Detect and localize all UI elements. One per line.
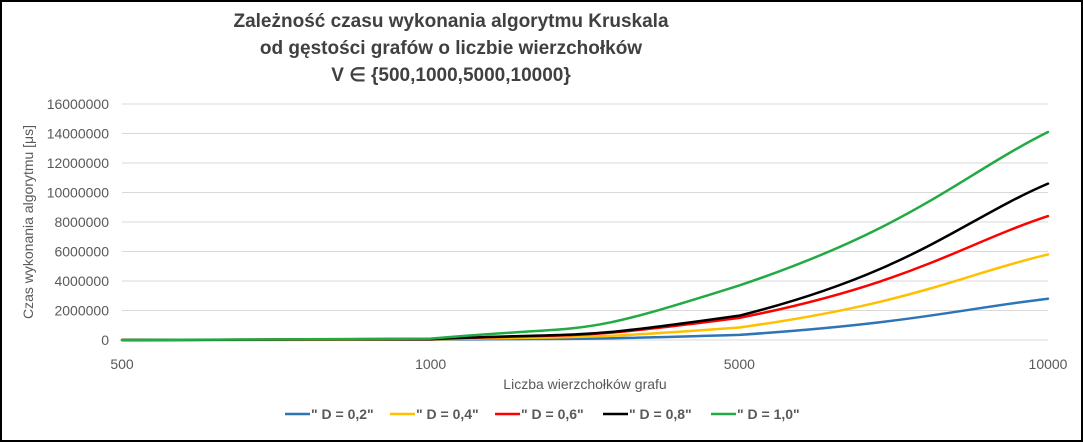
y-tick-label: 4000000 (54, 273, 109, 289)
legend-label-2: " D = 0,6" (521, 406, 584, 422)
legend-label-3: " D = 0,8" (629, 406, 692, 422)
gridlines (122, 103, 1048, 341)
series-lines (120, 130, 1050, 342)
y-tick-label: 10000000 (47, 185, 110, 201)
x-tick-label: 500 (110, 356, 134, 372)
x-tick-label: 10000 (1029, 356, 1068, 372)
legend: " D = 0,2" " D = 0,4" " D = 0,6" " D = 0,8"… (285, 406, 800, 422)
x-axis-label: Liczba wierzchołków grafu (503, 376, 666, 392)
y-tick-label: 12000000 (47, 155, 110, 171)
legend-label-1: " D = 0,4" (416, 406, 479, 422)
chart-title-line-1: Zależność czasu wykonania algorytmu Krus… (233, 11, 668, 32)
chart-title-line-3: V ∈ {500,1000,5000,10000} (331, 65, 571, 86)
y-axis-ticks: 0 2000000 4000000 6000000 8000000 10000000 120… (47, 96, 110, 348)
y-tick-label: 8000000 (54, 214, 109, 230)
x-tick-label: 5000 (724, 356, 755, 372)
y-tick-label: 2000000 (54, 303, 109, 319)
series-line-4 (120, 130, 1050, 342)
y-tick-label: 6000000 (54, 244, 109, 260)
legend-label-4: " D = 1,0" (737, 406, 800, 422)
series-line-3 (120, 182, 1050, 342)
y-tick-label: 0 (101, 332, 109, 348)
legend-label-0: " D = 0,2" (311, 406, 374, 422)
series-line-2 (120, 214, 1050, 342)
x-tick-label: 1000 (415, 356, 446, 372)
y-tick-label: 16000000 (47, 96, 110, 112)
chart-title-line-2: od gęstości grafów o liczbie wierzchołkó… (260, 38, 642, 59)
y-tick-label: 14000000 (47, 126, 110, 142)
chart-title: Zależność czasu wykonania algorytmu Krus… (233, 11, 668, 86)
x-axis-ticks: 500 1000 5000 10000 (110, 356, 1067, 372)
y-axis-label: Czas wykonania algorytmu [μs] (20, 125, 36, 319)
